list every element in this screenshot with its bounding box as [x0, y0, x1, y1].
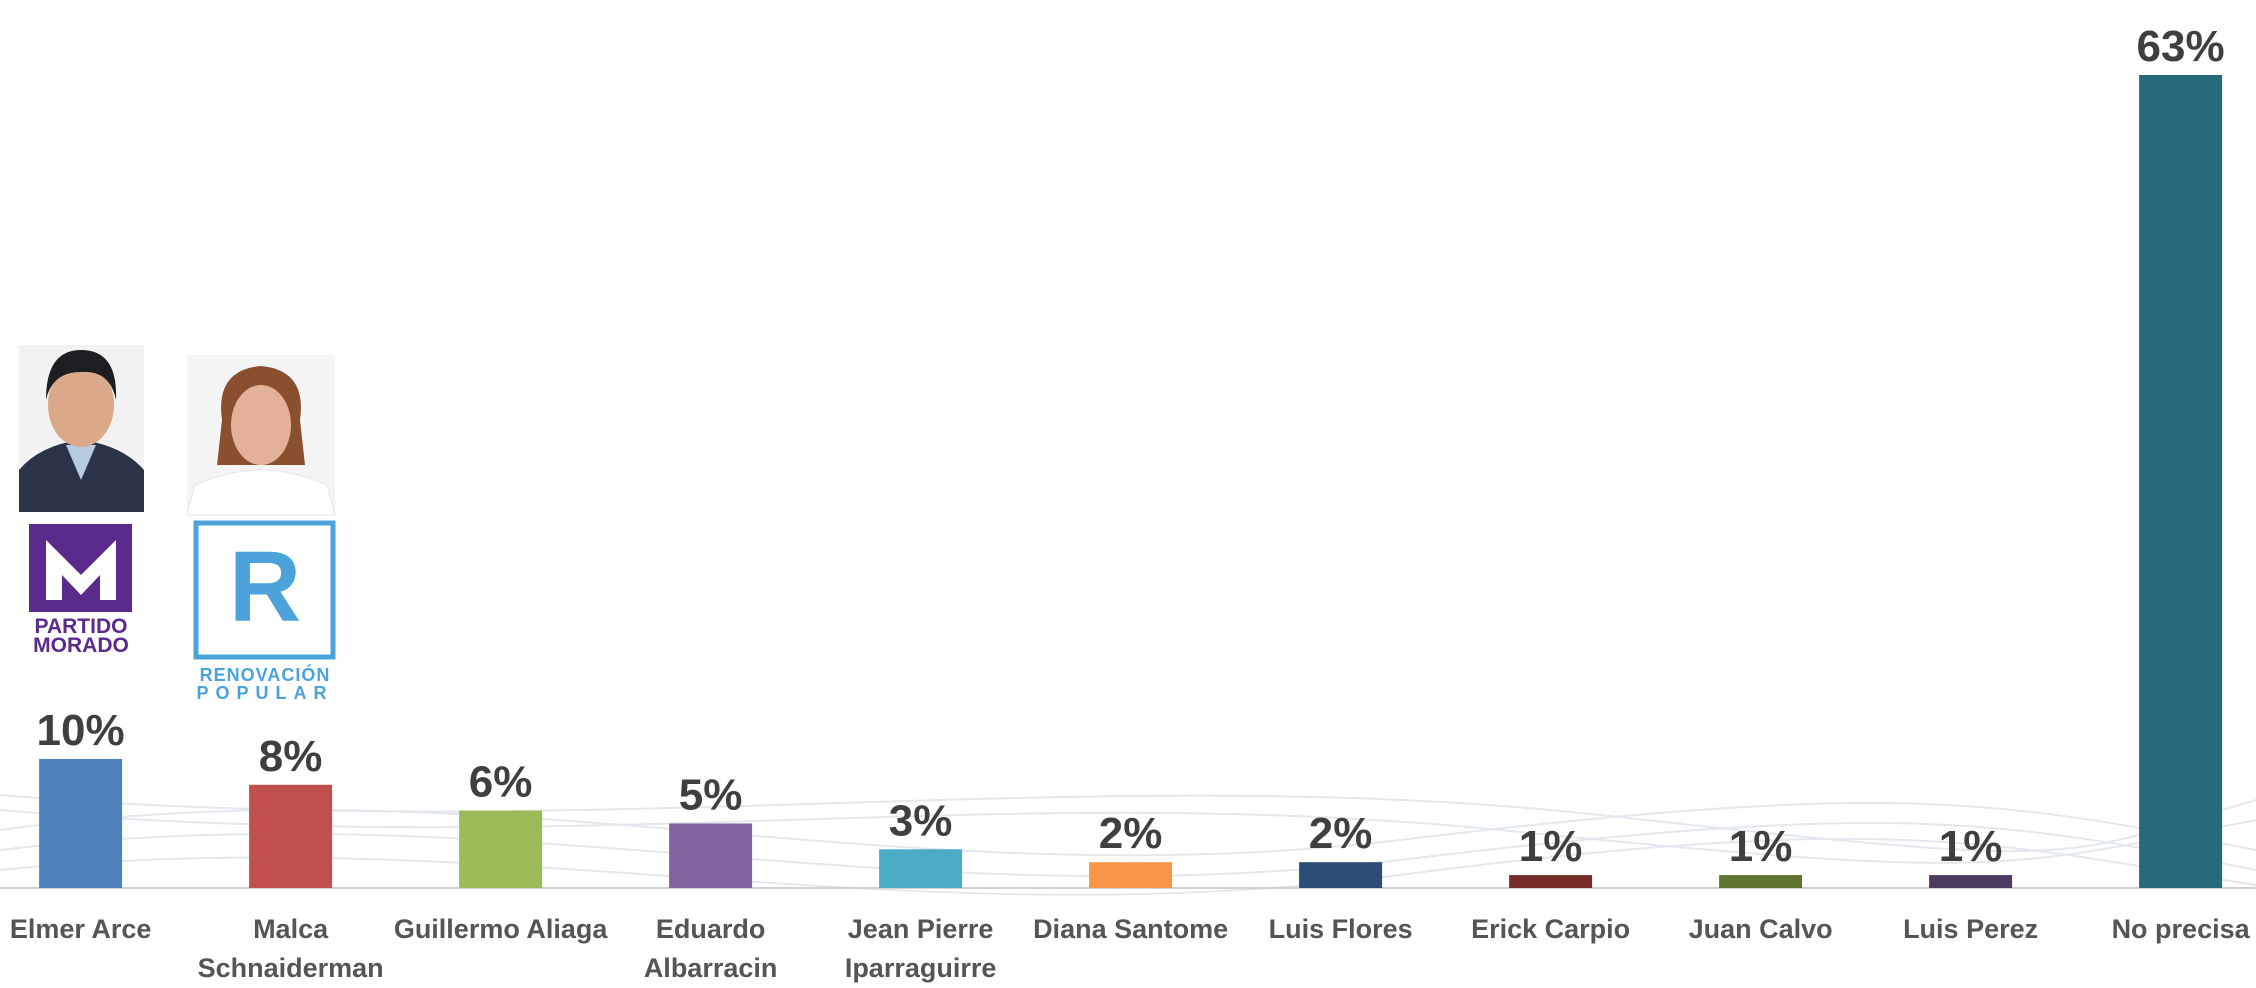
category-label: Luis Perez — [1903, 914, 2039, 944]
category-label: Guillermo Aliaga — [393, 914, 608, 944]
value-label: 8% — [259, 732, 323, 781]
value-label: 5% — [679, 770, 743, 819]
logo-text: MORADO — [33, 634, 129, 657]
value-label: 1% — [1729, 822, 1793, 871]
bar — [669, 823, 753, 888]
bar — [2139, 75, 2223, 888]
category-label: Diana Santome — [1033, 914, 1229, 944]
value-label: 2% — [1099, 809, 1163, 858]
logo-text: POPULAR — [196, 683, 333, 703]
category-label: No precisa — [2111, 914, 2250, 944]
category-label: Eduardo Albarracin — [643, 914, 778, 983]
category-label: Erick Carpio — [1471, 914, 1631, 944]
value-label: 3% — [889, 796, 953, 845]
party-logo: PARTIDO MORADO — [29, 524, 132, 657]
logo-letter: R — [229, 530, 301, 642]
bar — [459, 810, 543, 888]
bar — [879, 849, 963, 888]
value-label: 63% — [2137, 22, 2225, 71]
candidate-photo — [186, 355, 336, 516]
value-label: 1% — [1519, 822, 1583, 871]
candidate-photo — [19, 345, 144, 512]
bar — [1089, 862, 1173, 888]
bar — [1299, 862, 1383, 888]
logo-text: RENOVACIÓN — [200, 664, 331, 685]
bar — [1719, 875, 1803, 888]
value-label: 1% — [1939, 822, 2003, 871]
bar — [39, 758, 123, 888]
category-label: Malca Schnaiderman — [197, 914, 384, 983]
value-label: 2% — [1309, 809, 1373, 858]
category-label: Elmer Arce — [9, 914, 152, 944]
category-label: Juan Calvo — [1688, 914, 1833, 944]
value-label: 10% — [37, 706, 125, 755]
bar — [249, 784, 333, 888]
logo-text: PARTIDO — [35, 615, 128, 638]
category-label: Luis Flores — [1268, 914, 1413, 944]
bar — [1509, 875, 1593, 888]
bar — [1929, 875, 2013, 888]
party-logo: R RENOVACIÓN POPULAR — [193, 520, 336, 703]
value-label: 6% — [469, 758, 533, 807]
category-label: Jean Pierre Iparraguirre — [844, 914, 997, 983]
